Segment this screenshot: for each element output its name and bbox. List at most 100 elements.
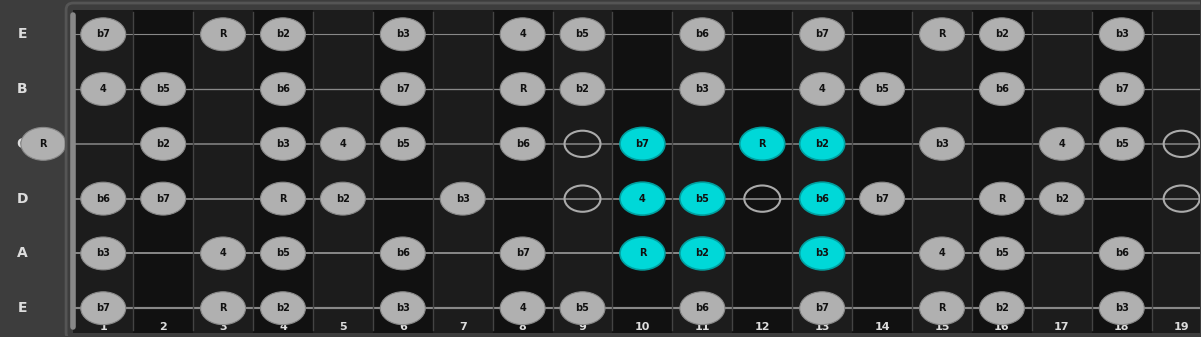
Text: b7: b7: [156, 194, 171, 204]
Ellipse shape: [980, 237, 1024, 270]
Text: G: G: [17, 137, 28, 151]
Text: b6: b6: [276, 84, 289, 94]
Ellipse shape: [381, 72, 425, 105]
Ellipse shape: [980, 182, 1024, 215]
Text: b3: b3: [396, 29, 410, 39]
Bar: [673, 10, 733, 333]
Ellipse shape: [261, 18, 305, 51]
Text: b6: b6: [396, 248, 410, 258]
Text: b5: b5: [695, 194, 710, 204]
Ellipse shape: [500, 18, 545, 51]
Ellipse shape: [500, 237, 545, 270]
Ellipse shape: [620, 182, 665, 215]
Ellipse shape: [381, 237, 425, 270]
Text: 2: 2: [160, 323, 167, 332]
Ellipse shape: [680, 72, 725, 105]
Text: 8: 8: [519, 323, 526, 332]
Text: 4: 4: [1058, 139, 1065, 149]
Text: b5: b5: [396, 139, 410, 149]
Bar: [432, 10, 492, 333]
Ellipse shape: [80, 18, 126, 51]
Text: b2: b2: [994, 303, 1009, 313]
Text: 14: 14: [874, 323, 890, 332]
Ellipse shape: [261, 237, 305, 270]
Bar: [733, 10, 793, 333]
Text: b5: b5: [876, 84, 889, 94]
Text: b3: b3: [96, 248, 110, 258]
Ellipse shape: [381, 127, 425, 160]
Ellipse shape: [920, 127, 964, 160]
Ellipse shape: [920, 18, 964, 51]
Bar: [253, 10, 313, 333]
Text: R: R: [519, 84, 526, 94]
Text: R: R: [220, 29, 227, 39]
Ellipse shape: [800, 18, 844, 51]
Bar: [1152, 10, 1201, 333]
Ellipse shape: [1099, 127, 1145, 160]
Text: 6: 6: [399, 323, 407, 332]
Text: R: R: [998, 194, 1005, 204]
Text: b7: b7: [815, 29, 829, 39]
Bar: [552, 10, 613, 333]
Ellipse shape: [920, 237, 964, 270]
Ellipse shape: [680, 18, 725, 51]
Text: 12: 12: [754, 323, 770, 332]
Ellipse shape: [800, 72, 844, 105]
Text: b3: b3: [695, 84, 710, 94]
Ellipse shape: [321, 182, 365, 215]
Text: b5: b5: [994, 248, 1009, 258]
Text: b2: b2: [575, 84, 590, 94]
Ellipse shape: [1099, 237, 1145, 270]
Ellipse shape: [560, 72, 605, 105]
Ellipse shape: [860, 72, 904, 105]
Bar: [492, 10, 552, 333]
Text: b5: b5: [1115, 139, 1129, 149]
Bar: [313, 10, 372, 333]
Text: 4: 4: [100, 84, 107, 94]
Text: 11: 11: [694, 323, 710, 332]
Text: 18: 18: [1115, 323, 1129, 332]
Text: b2: b2: [336, 194, 349, 204]
Text: b2: b2: [1054, 194, 1069, 204]
Text: b2: b2: [276, 29, 289, 39]
Text: 4: 4: [519, 29, 526, 39]
Text: b7: b7: [815, 303, 829, 313]
Ellipse shape: [80, 72, 126, 105]
Bar: [73, 10, 133, 333]
Text: b6: b6: [815, 194, 829, 204]
Ellipse shape: [980, 18, 1024, 51]
Ellipse shape: [20, 127, 66, 160]
Text: R: R: [220, 303, 227, 313]
Ellipse shape: [141, 72, 186, 105]
Ellipse shape: [800, 182, 844, 215]
Ellipse shape: [620, 237, 665, 270]
Text: 10: 10: [635, 323, 650, 332]
Ellipse shape: [80, 292, 126, 325]
Ellipse shape: [80, 182, 126, 215]
Text: 9: 9: [579, 323, 586, 332]
Text: b3: b3: [815, 248, 829, 258]
Ellipse shape: [1099, 18, 1145, 51]
Text: b6: b6: [695, 303, 710, 313]
Text: b5: b5: [156, 84, 171, 94]
Ellipse shape: [381, 292, 425, 325]
Ellipse shape: [201, 237, 245, 270]
Ellipse shape: [560, 292, 605, 325]
Text: b5: b5: [575, 303, 590, 313]
Bar: [133, 10, 193, 333]
Text: 19: 19: [1173, 323, 1189, 332]
Text: b7: b7: [876, 194, 889, 204]
Text: 5: 5: [339, 323, 347, 332]
Ellipse shape: [500, 292, 545, 325]
Ellipse shape: [620, 127, 665, 160]
Ellipse shape: [261, 127, 305, 160]
Text: b6: b6: [1115, 248, 1129, 258]
Bar: [613, 10, 673, 333]
Ellipse shape: [680, 182, 725, 215]
Ellipse shape: [321, 127, 365, 160]
Text: R: R: [759, 139, 766, 149]
Ellipse shape: [920, 292, 964, 325]
Text: 4: 4: [340, 139, 346, 149]
Ellipse shape: [500, 127, 545, 160]
Ellipse shape: [201, 292, 245, 325]
